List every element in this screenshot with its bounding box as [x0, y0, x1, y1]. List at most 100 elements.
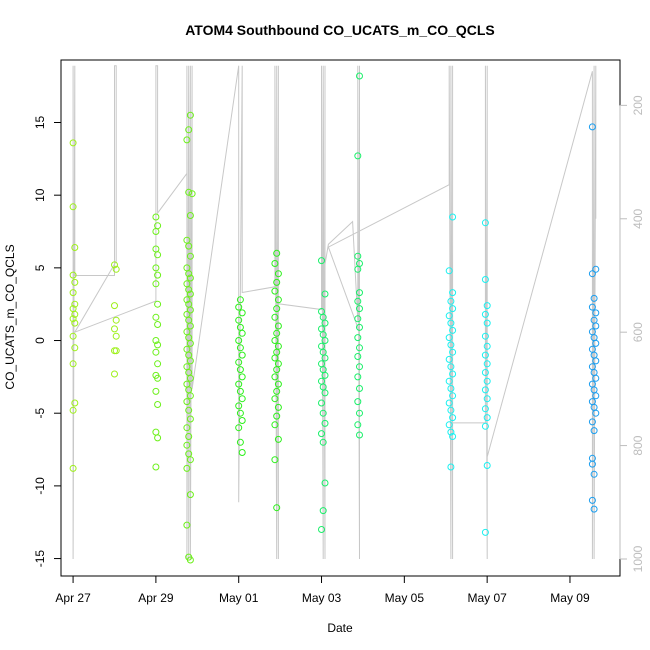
- data-point: [111, 325, 118, 333]
- series-4: [318, 72, 363, 533]
- y-tick-label: 0: [33, 337, 47, 344]
- x-tick-label: May 07: [467, 591, 507, 605]
- y-axis-label: CO_UCATS_m_CO_QCLS: [3, 244, 17, 389]
- data-point: [271, 287, 279, 295]
- data-point: [354, 353, 362, 360]
- data-point: [481, 386, 489, 394]
- data-point: [592, 265, 600, 273]
- data-point: [321, 337, 329, 344]
- data-point: [238, 329, 246, 337]
- data-point: [356, 305, 363, 313]
- y-tick-label: 10: [33, 188, 47, 202]
- y-tick-label: 15: [33, 116, 47, 130]
- data-point: [354, 334, 362, 342]
- data-point: [354, 252, 362, 260]
- data-point: [236, 296, 244, 304]
- data-point: [481, 219, 489, 227]
- data-point: [321, 319, 329, 327]
- data-point: [236, 387, 244, 395]
- data-point: [152, 348, 160, 356]
- data-point: [183, 296, 191, 304]
- data-point: [483, 395, 491, 403]
- data-point: [356, 344, 363, 352]
- y-tick-label: -15: [33, 550, 47, 568]
- data-point: [356, 385, 363, 392]
- data-point: [271, 395, 279, 403]
- data-point: [321, 419, 329, 427]
- data-point: [152, 228, 160, 235]
- data-point: [318, 257, 325, 265]
- x-axis: Apr 27 Apr 29 May 01 May 03 May 05 May 07 May …: [55, 575, 590, 605]
- data-point: [185, 433, 193, 440]
- data-point: [71, 344, 79, 352]
- data-point: [112, 347, 120, 355]
- data-point: [186, 306, 194, 314]
- data-point: [235, 337, 243, 344]
- data-point: [449, 414, 457, 422]
- data-point: [154, 434, 162, 442]
- data-point: [186, 415, 194, 423]
- right-tick-label: 400: [631, 208, 645, 228]
- data-point: [186, 339, 194, 347]
- data-point: [112, 265, 120, 273]
- data-point: [590, 427, 598, 435]
- x-tick-label: May 01: [219, 591, 259, 605]
- data-point: [183, 398, 191, 406]
- data-point: [154, 271, 162, 279]
- data-point: [274, 435, 282, 443]
- x-tick-label: May 09: [550, 591, 590, 605]
- data-point: [447, 428, 455, 436]
- data-point: [111, 261, 118, 269]
- data-point: [186, 357, 194, 365]
- data-point: [238, 395, 246, 403]
- data-point: [483, 302, 491, 310]
- data-point: [271, 373, 279, 381]
- data-point: [356, 363, 363, 371]
- data-point: [481, 528, 489, 536]
- data-point: [236, 409, 244, 417]
- data-point: [69, 315, 77, 323]
- data-point: [449, 348, 457, 356]
- data-point: [235, 424, 243, 432]
- data-point: [152, 213, 160, 221]
- data-point: [185, 126, 193, 134]
- data-point: [152, 313, 160, 321]
- data-point: [449, 392, 457, 400]
- data-point: [71, 399, 79, 407]
- data-point: [483, 414, 491, 422]
- right-tick-label: 200: [631, 95, 645, 115]
- data-point: [186, 111, 194, 119]
- data-point: [483, 377, 491, 385]
- data-point: [356, 323, 363, 331]
- data-point: [112, 332, 120, 340]
- data-point: [235, 316, 243, 324]
- data-point: [483, 462, 491, 469]
- right-axis: 200 400 600 800 1000: [619, 95, 645, 572]
- data-point: [235, 402, 243, 410]
- data-point: [71, 244, 79, 251]
- data-point: [481, 369, 489, 376]
- data-point: [319, 438, 327, 446]
- data-point: [271, 260, 279, 267]
- data-point: [183, 521, 191, 529]
- data-point: [111, 302, 118, 310]
- data-point: [354, 398, 362, 406]
- data-point: [321, 354, 329, 362]
- chart-title: ATOM4 Southbound CO_UCATS_m_CO_QCLS: [185, 22, 495, 38]
- data-point: [273, 305, 281, 313]
- data-point: [445, 267, 453, 275]
- data-point: [274, 322, 282, 330]
- data-point: [447, 297, 455, 305]
- data-point: [111, 370, 118, 378]
- data-point: [235, 303, 243, 311]
- data-point: [481, 351, 489, 359]
- data-point: [271, 421, 279, 429]
- data-point: [588, 303, 596, 311]
- data-point: [354, 421, 362, 429]
- data-point: [356, 72, 363, 80]
- data-point: [154, 360, 162, 368]
- data-point: [186, 556, 194, 564]
- x-axis-label: Date: [327, 621, 353, 635]
- data-point: [273, 366, 281, 374]
- data-point: [447, 385, 455, 392]
